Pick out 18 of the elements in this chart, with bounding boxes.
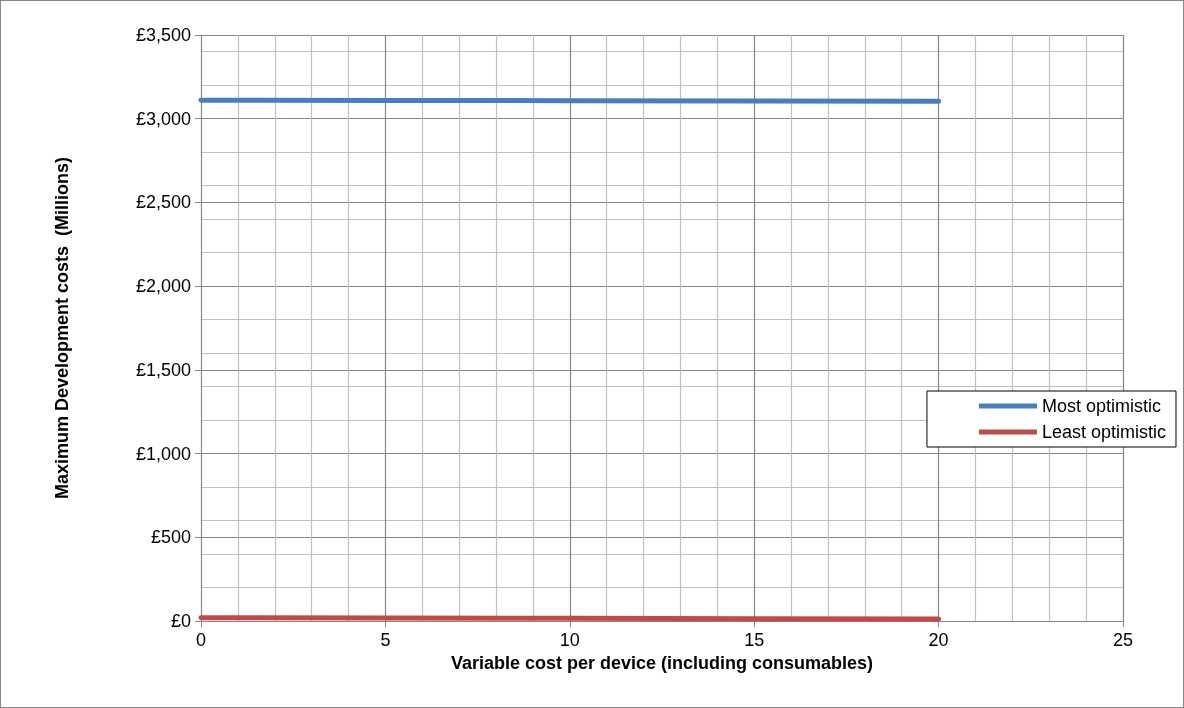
x-tick-label: 15 bbox=[744, 630, 765, 650]
y-tick-label: £1,500 bbox=[135, 359, 191, 380]
y-tick-label: £500 bbox=[150, 527, 191, 548]
x-tick-label: 20 bbox=[928, 630, 949, 650]
y-tick-label: £1,000 bbox=[135, 443, 191, 464]
x-tick-label: 25 bbox=[1112, 630, 1134, 650]
x-tick-label: 5 bbox=[380, 630, 391, 650]
y-tick-label: £2,500 bbox=[135, 192, 191, 213]
y-axis-title: Maximum Development costs (Millions) bbox=[52, 156, 72, 500]
y-tick-label: £3,500 bbox=[135, 25, 191, 45]
y-tick-label: £2,000 bbox=[135, 276, 191, 297]
y-tick-label: £0 bbox=[170, 611, 191, 631]
legend-label: Least optimistic bbox=[1041, 422, 1167, 442]
x-axis-title: Variable cost per device (including consumables) bbox=[450, 652, 874, 673]
legend-label: Most optimistic bbox=[1041, 396, 1161, 416]
y-tick-label: £3,000 bbox=[135, 108, 191, 129]
x-tick-label: 0 bbox=[195, 630, 207, 650]
x-tick-label: 10 bbox=[559, 630, 580, 650]
